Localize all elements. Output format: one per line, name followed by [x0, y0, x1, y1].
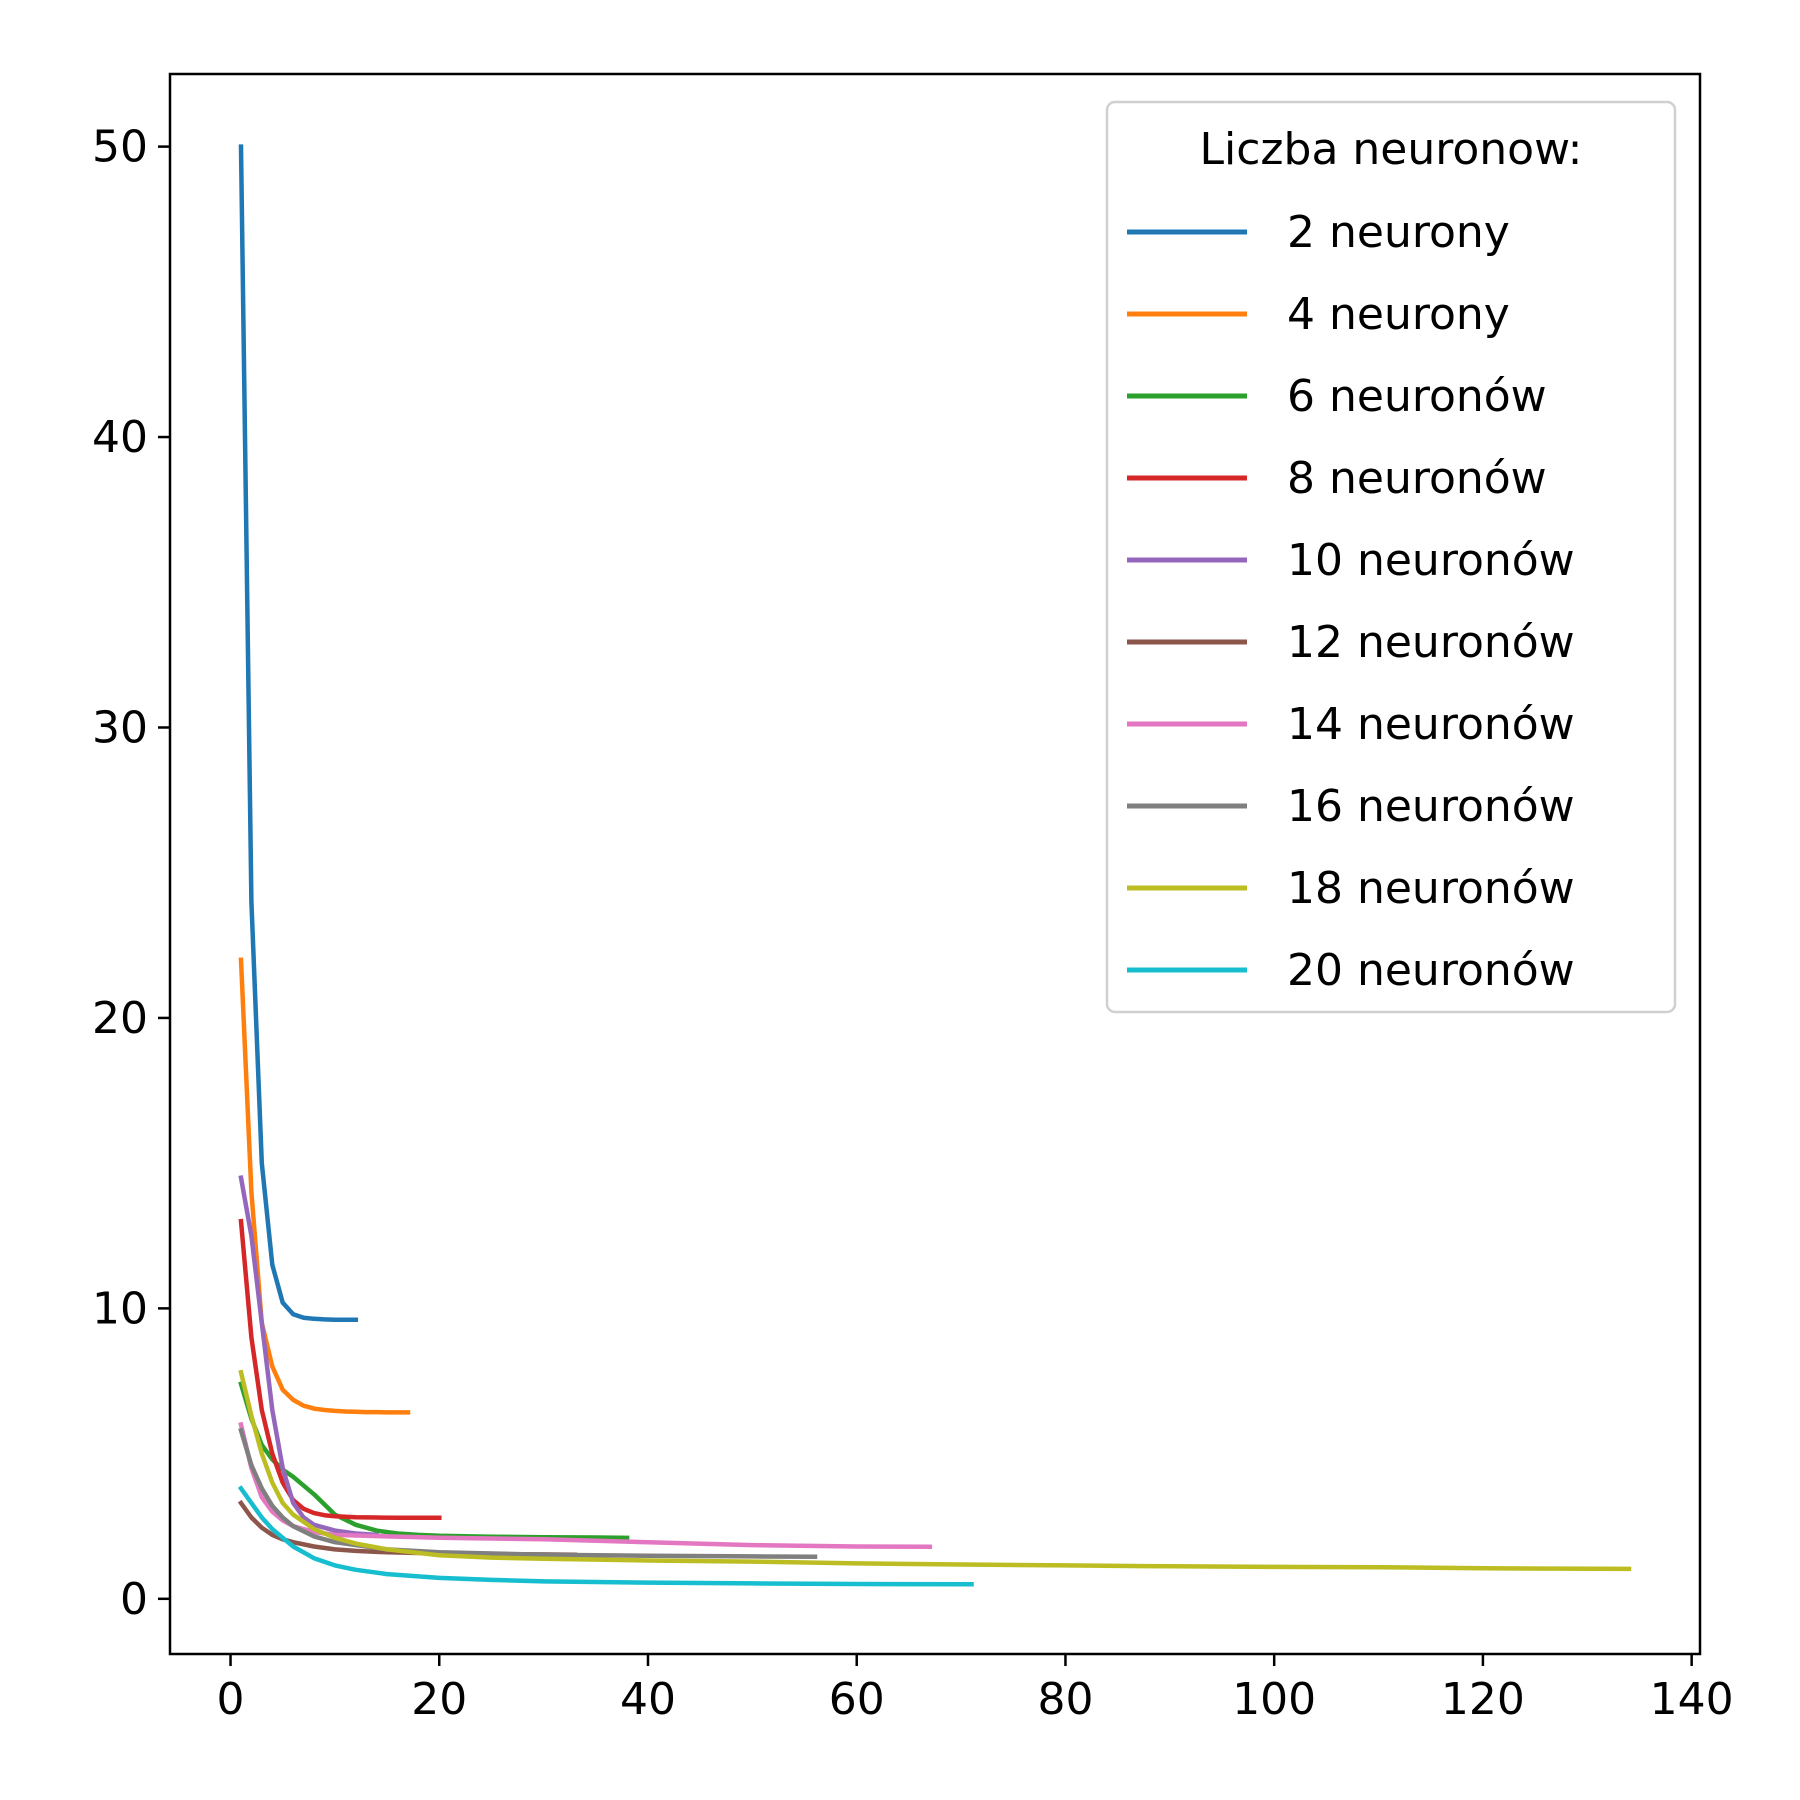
- y-tick-label-0: 0: [120, 1574, 148, 1625]
- y-axis: 0 10 20 30 40 50: [92, 122, 170, 1625]
- legend-box: [1105, 100, 1677, 1014]
- y-tick-label-2: 20: [92, 993, 148, 1044]
- series-layer: [237, 144, 1632, 1587]
- legend-label-9: 20 neuronów: [1287, 945, 1575, 996]
- legend-label-5: 12 neuronów: [1287, 617, 1575, 668]
- x-axis: 0 20 40 60 80 100 120 140: [217, 1654, 1734, 1725]
- y-tick-label-4: 40: [92, 412, 148, 463]
- series-line-6: [238, 1421, 933, 1550]
- x-tick-label-7: 140: [1650, 1674, 1734, 1725]
- series-line-0: [238, 144, 359, 1322]
- y-tick-label-5: 50: [92, 122, 148, 173]
- x-tick-label-3: 60: [829, 1674, 885, 1725]
- legend-label-0: 2 neurony: [1287, 207, 1510, 258]
- x-tick-label-1: 20: [411, 1674, 467, 1725]
- x-tick-label-2: 40: [620, 1674, 676, 1725]
- y-tick-label-1: 10: [92, 1283, 148, 1334]
- series-line-1: [238, 957, 411, 1415]
- legend-label-3: 8 neuronów: [1287, 453, 1547, 504]
- series-line-4: [238, 1175, 379, 1538]
- plot-frame: [168, 72, 1702, 1656]
- legend-label-8: 18 neuronów: [1287, 863, 1575, 914]
- x-tick-label-4: 80: [1037, 1674, 1093, 1725]
- x-tick-label-5: 100: [1232, 1674, 1316, 1725]
- x-tick-label-0: 0: [217, 1674, 245, 1725]
- legend-label-6: 14 neuronów: [1287, 699, 1575, 750]
- series-line-9: [237, 1485, 974, 1587]
- legend-label-7: 16 neuronów: [1287, 781, 1575, 832]
- legend: Liczba neuronow: 2 neurony 4 neurony 6 neur…: [1105, 100, 1677, 1014]
- legend-title: Liczba neuronow:: [1199, 124, 1582, 175]
- legend-label-2: 6 neuronów: [1287, 371, 1547, 422]
- series-line-7: [238, 1427, 818, 1559]
- legend-label-4: 10 neuronów: [1287, 535, 1575, 586]
- series-line-8: [238, 1369, 1632, 1572]
- series-line-3: [238, 1218, 442, 1521]
- x-tick-label-6: 120: [1441, 1674, 1525, 1725]
- legend-label-1: 4 neurony: [1287, 289, 1510, 340]
- y-tick-label-3: 30: [92, 702, 148, 753]
